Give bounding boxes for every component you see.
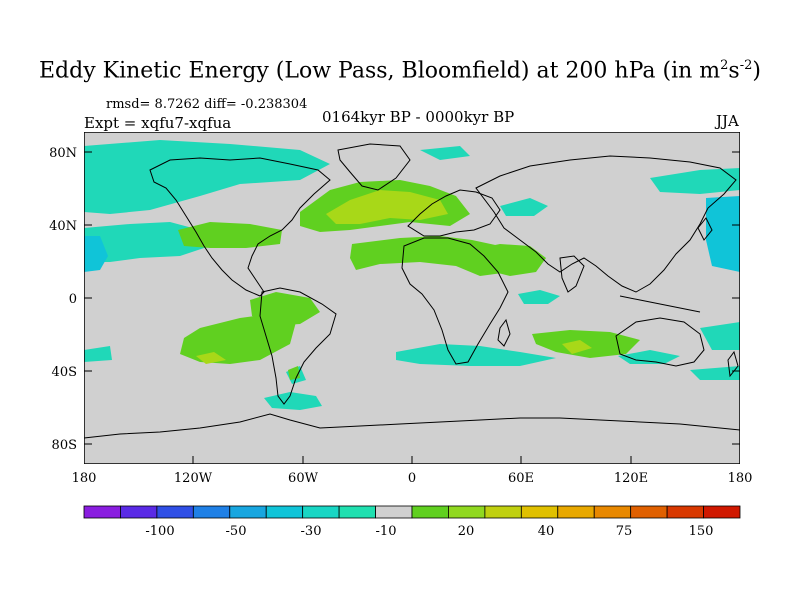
colorbar-swatch (557, 505, 595, 519)
colorbar-labels: -100 -50 -30 -10 20 40 75 150 (145, 524, 713, 539)
coast-new-zealand (727, 350, 739, 378)
contour-yellowgreen-south-pacific (196, 352, 226, 364)
coast-asia (475, 155, 737, 293)
colorbar-label-m100: -100 (145, 524, 174, 539)
colorbar-swatch (666, 505, 704, 519)
contour-cyan-asia (500, 198, 548, 216)
season-label: JJA (716, 112, 739, 130)
coast-south-america (259, 287, 337, 405)
colorbar-label-20: 20 (458, 524, 475, 539)
contour-cyan-north-pacific (84, 140, 330, 214)
colorbar-swatch (630, 505, 668, 519)
anomaly-field (84, 140, 740, 410)
lon-labels: 180 120W 60W 0 60E 120E 180 (72, 471, 753, 486)
colorbar-swatch (120, 505, 158, 519)
lat-label-0: 0 (69, 292, 77, 307)
contour-cyan-east-edge (706, 196, 740, 272)
colorbar-swatch (338, 505, 376, 519)
period-label: 0164kyr BP - 0000kyr BP (322, 108, 515, 126)
stats-label: rmsd= 8.7262 diff= -0.238304 (106, 97, 308, 112)
contour-cyan-pacific-south (690, 366, 740, 380)
coast-madagascar (497, 318, 511, 347)
coastlines (84, 143, 740, 439)
colorbar-swatch (302, 505, 340, 519)
contour-green-south-pacific (180, 314, 296, 364)
colorbar-swatch (448, 505, 486, 519)
lat-label-80n: 80N (49, 146, 77, 161)
contour-cyan-siberia (650, 168, 740, 194)
lon-label-180e: 180 (728, 471, 753, 486)
colorbar-swatch (703, 505, 741, 519)
lon-label-60e: 60E (508, 471, 534, 486)
experiment-label: Expt = xqfu7-xqfua (84, 114, 232, 132)
chart-title: Eddy Kinetic Energy (Low Pass, Bloomfiel… (39, 58, 761, 84)
colorbar-swatch (156, 505, 194, 519)
colorbar-swatch (520, 505, 559, 519)
contour-cyan-australia (618, 350, 680, 364)
contour-green-arabia (470, 244, 546, 276)
colorbar-label-m30: -30 (301, 524, 322, 539)
map-area (84, 132, 740, 464)
colorbar (83, 505, 741, 519)
lat-label-40n: 40N (49, 219, 77, 234)
colorbar-label-75: 75 (616, 524, 633, 539)
lon-label-180w: 180 (72, 471, 97, 486)
contour-cyan-west-edge (84, 236, 108, 272)
coast-north-america (149, 157, 331, 297)
contour-cyan-africa-east (518, 290, 560, 304)
coast-australia (615, 317, 705, 367)
lat-labels: 80N 40N 0 40S 80S (49, 146, 77, 453)
coast-india (559, 255, 585, 293)
colorbar-swatch (484, 505, 522, 519)
colorbar-swatch (411, 505, 449, 519)
contour-green-south-america (250, 292, 320, 326)
lon-label-0: 0 (408, 471, 416, 486)
contour-cyan-southern (84, 346, 112, 362)
colorbar-swatch (229, 505, 267, 519)
lon-label-120e: 120E (614, 471, 648, 486)
colorbar-swatch (83, 505, 121, 519)
lon-label-60w: 60W (288, 471, 319, 486)
lat-label-80s: 80S (52, 438, 77, 453)
contour-green-north-america (178, 222, 282, 248)
colorbar-swatch (192, 505, 231, 519)
colorbar-swatch (265, 505, 304, 519)
contour-cyan-pacific-east (700, 322, 740, 350)
colorbar-swatch (375, 505, 413, 519)
lat-label-40s: 40S (52, 365, 77, 380)
coast-indonesia (619, 295, 701, 313)
colorbar-label-m10: -10 (376, 524, 397, 539)
contour-yellowgreen-indian-ocean (562, 340, 592, 354)
colorbar-swatch (593, 505, 632, 519)
contour-cyan-arctic (420, 146, 470, 160)
colorbar-label-40: 40 (538, 524, 555, 539)
contour-cyan-north-pacific-2 (84, 222, 210, 262)
colorbar-label-m50: -50 (226, 524, 247, 539)
coast-japan (697, 217, 713, 241)
colorbar-label-150: 150 (689, 524, 714, 539)
coast-europe (407, 189, 501, 237)
coast-antarctica (84, 413, 740, 439)
axis-ticks (84, 151, 740, 464)
contour-cyan-south-atlantic (396, 344, 556, 366)
lon-label-120w: 120W (174, 471, 213, 486)
contour-green-mid-atlantic (350, 236, 520, 276)
contour-yellowgreen-north-atlantic (326, 190, 448, 224)
coast-greenland (337, 143, 411, 191)
coast-africa (401, 237, 509, 365)
